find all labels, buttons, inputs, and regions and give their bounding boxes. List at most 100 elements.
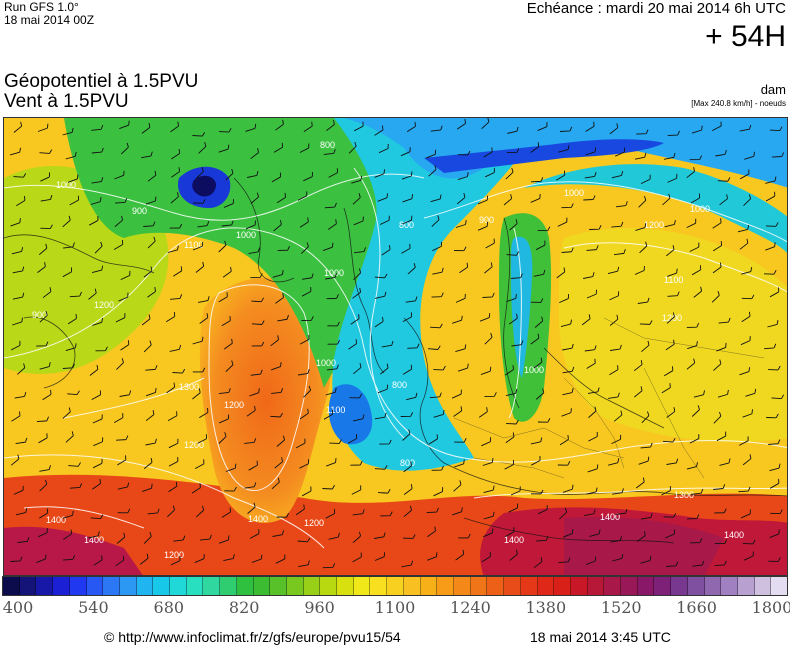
field-ne-cyan [524,164,787,254]
scale-swatch [186,577,204,595]
wind-barb [39,310,48,323]
wind-barb [374,316,384,328]
wind-barb [169,223,183,229]
wind-barb [168,456,179,467]
wind-barb [612,553,624,562]
scale-swatch [453,577,471,595]
wind-barb [10,556,23,562]
wind-barb [738,486,751,493]
wind-barb [402,429,411,441]
wind-barb [506,148,520,154]
wind-barb [117,455,127,466]
wind-barb [557,461,571,466]
wind-barb [115,313,126,323]
wind-barb [530,298,544,303]
wind-barb [275,293,284,304]
wind-barb [322,563,336,569]
wind-barb [530,193,541,203]
wind-barb [167,245,179,253]
wind-barb [324,202,337,209]
wind-barb [769,463,781,472]
wind-barb [12,292,25,300]
scale-swatch [554,577,571,595]
wind-barb [689,538,703,544]
contour-label: 1400 [724,530,744,540]
wind-barb [62,407,71,419]
wind-barb [143,457,153,469]
wind-barb [506,293,517,303]
wind-barb [271,477,280,490]
wind-barb [303,385,312,398]
field-jet-dark [424,139,664,173]
wind-barb [691,488,704,495]
wind-barb [147,236,156,249]
wind-barb [530,489,544,495]
wind-barb [17,363,26,375]
wind-barb [272,270,284,278]
wind-barb [40,224,53,230]
wind-barb [193,199,206,204]
wind-barb [325,509,336,519]
wind-barb [244,482,257,489]
wind-barb [716,342,727,352]
wind-barb [142,483,153,493]
wind-barb [352,193,361,205]
scale-swatch [36,577,54,595]
wind-barb [765,242,776,251]
wind-barb [69,195,79,206]
wind-barb [712,241,723,252]
wind-barb [636,531,646,542]
contour-label: 1200 [224,400,244,410]
wind-barb [719,194,728,206]
wind-barb [13,173,27,178]
wind-barb [771,152,785,158]
wind-barb [530,333,540,345]
wind-barb [640,555,652,564]
wind-barb [250,273,263,279]
wind-barb [377,489,391,494]
wind-barb [218,388,231,395]
wind-barb [326,294,339,300]
wind-barb [191,483,201,494]
wind-barb [9,147,22,156]
wind-barb [141,122,151,134]
wind-barb [560,319,572,328]
wind-barb [484,392,497,397]
wind-barb [353,414,365,422]
wind-barb [407,343,420,349]
wind-barb [505,167,514,180]
scale-swatch [520,577,538,595]
wind-barb [558,557,571,564]
wind-barb [589,224,602,230]
wind-barb [508,313,518,325]
wind-barb [39,362,51,370]
wind-barb [588,406,597,418]
wind-barb [198,296,210,303]
wind-barb [195,167,204,179]
wind-barb [457,192,466,205]
wind-barb [432,267,444,275]
wind-barb [348,339,358,350]
wind-barb [588,432,598,442]
wind-barb [693,286,703,298]
wind-barb [225,168,234,181]
wind-barb [270,335,279,347]
wind-barb [717,389,729,398]
scale-swatch [253,577,271,595]
wind-barb [141,314,151,326]
wind-barb [587,464,599,473]
copyright-link[interactable]: © http://www.infoclimat.fr/z/gfs/europe/… [104,629,401,645]
wind-barb [431,465,444,471]
wind-barb [455,293,466,303]
scale-swatch [637,577,655,595]
wind-barb [381,245,391,256]
wind-barbs [9,118,785,569]
wind-barb [10,340,21,351]
contour-label: 1100 [184,240,203,250]
wind-barb [586,289,597,299]
wind-barb [458,533,471,539]
wind-barb [170,556,181,566]
wind-barb [327,219,337,230]
contour-label: 900 [32,310,47,320]
wind-barb [36,341,49,347]
